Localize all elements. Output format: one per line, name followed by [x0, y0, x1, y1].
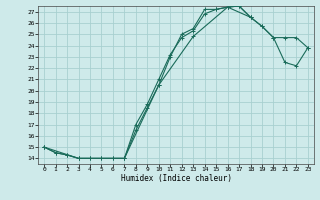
X-axis label: Humidex (Indice chaleur): Humidex (Indice chaleur) — [121, 174, 231, 183]
